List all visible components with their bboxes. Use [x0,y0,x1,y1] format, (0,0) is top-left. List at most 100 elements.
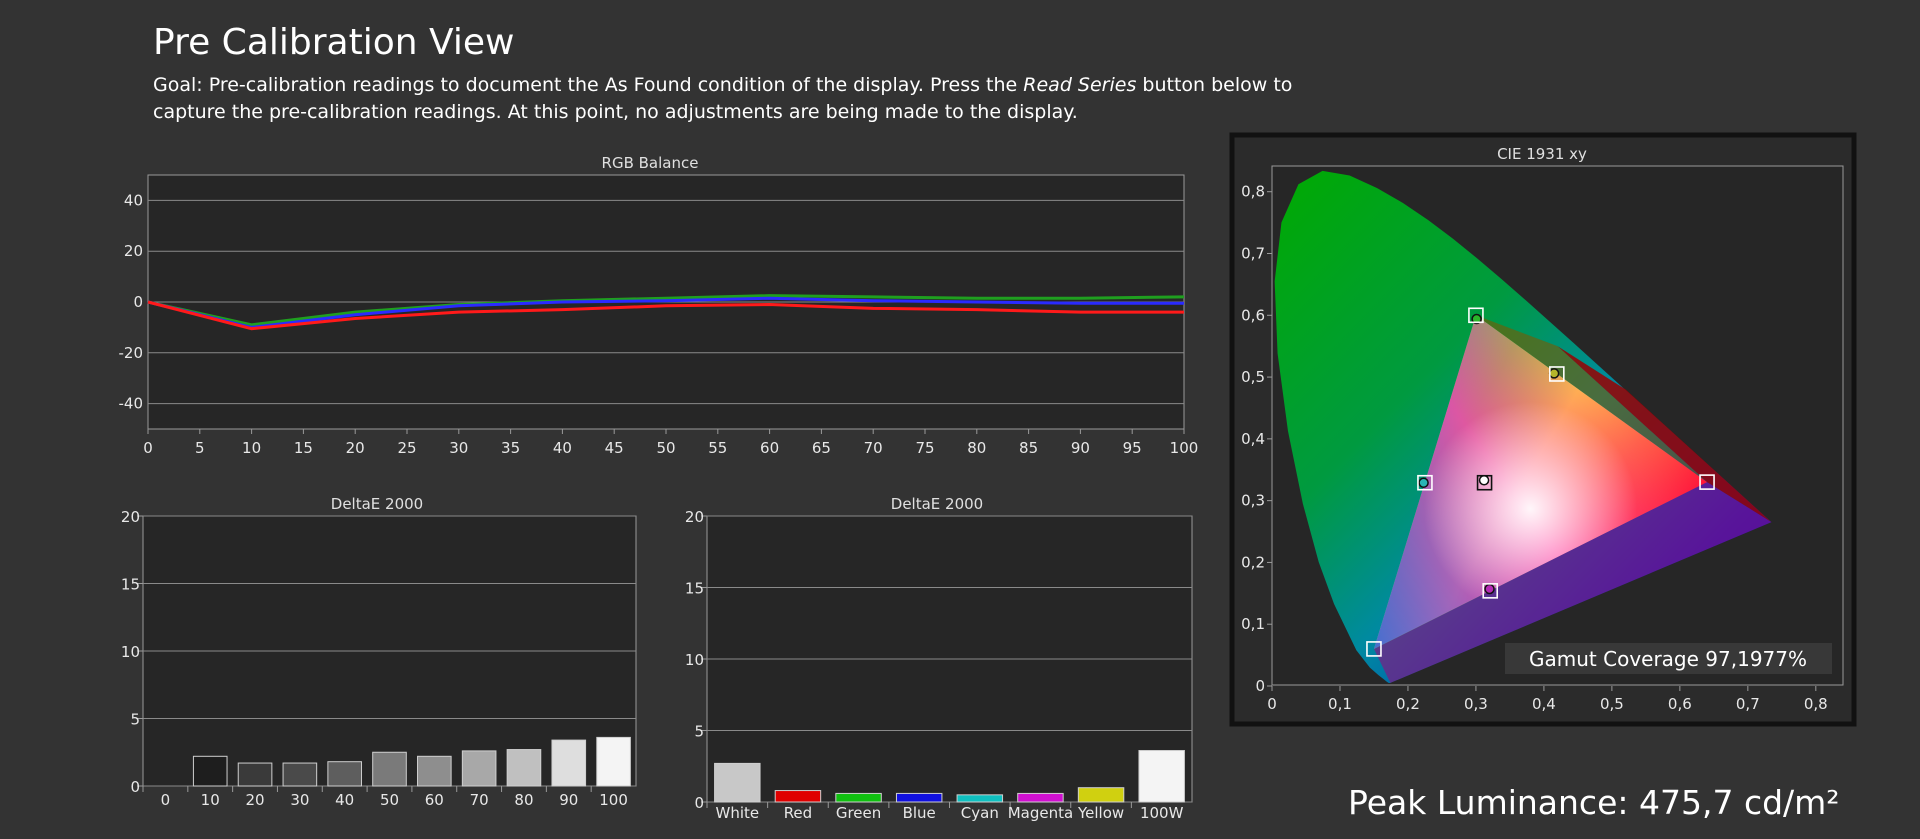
rgb-xtick-label: 70 [864,439,883,457]
cie-measured-point [1478,475,1490,486]
rgb-series-line [147,300,1184,331]
rgb-xtick-label: 25 [397,439,416,457]
rgb-xtick-label: 5 [195,439,205,457]
deltae-color-bar [1017,792,1064,803]
deltae-gray-xtick-label: 0 [161,791,171,809]
cie-xtick-label: 0,5 [1600,695,1624,713]
rgb-chart-title: RGB Balance [602,154,699,172]
cie-target-box [1417,474,1433,491]
deltae-color-ytick-label: 10 [685,651,704,669]
deltae-gray-bar [282,762,318,787]
deltae-color-bar [774,790,822,803]
cie-xtick-label: 0,3 [1464,695,1488,713]
deltae-color-ytick-label: 20 [685,508,704,526]
rgb-xtick-label: 65 [812,439,831,457]
deltae-gray-xtick-label: 80 [514,791,533,809]
deltae-colors-plot-area [706,515,1193,803]
rgb-xtick-label: 80 [967,439,986,457]
rgb-plot-area [147,174,1185,430]
rgb-xtick-label: 50 [656,439,675,457]
rgb-xtick-label: 10 [242,439,261,457]
deltae-gray-bar [506,749,542,787]
cie-ytick-label: 0,4 [1241,430,1265,448]
deltae-color-xtick-label: 100W [1140,804,1184,822]
rgb-ytick-label: -40 [119,395,144,413]
cie-xtick-label: 0,6 [1668,695,1692,713]
deltae-color-ytick-label: 5 [694,723,704,741]
cie-gamut-triangle-shade [1373,315,1708,649]
cie-plot-area [1271,165,1844,686]
deltae-color-xtick-label: Green [836,804,881,822]
gamut-coverage-box [1505,643,1832,674]
deltae-gray-bar [372,751,407,787]
deltae-color-xtick-label: White [716,804,760,822]
rgb-xtick-label: 55 [708,439,727,457]
deltae-color-bar [1077,787,1125,803]
cie-red-region [1557,346,1772,523]
deltae-gray-xtick-label: 40 [335,791,354,809]
cie-ytick-label: 0,1 [1241,615,1265,633]
deltae-color-bar [714,762,761,803]
rgb-xtick-label: 40 [553,439,572,457]
rgb-xtick-label: 90 [1071,439,1090,457]
goal-text-end: button below to capture the pre-calibrat… [153,74,1293,123]
deltae-gray-ytick-label: 15 [121,576,140,594]
rgb-ytick-label: 0 [133,293,143,311]
deltae-color-xtick-label: Red [784,804,813,822]
deltae-gray-bar [327,761,362,787]
cie-xtick-label: 0 [1267,695,1277,713]
cie-measured-point [1418,477,1429,488]
rgb-xtick-label: 95 [1123,439,1142,457]
deltae-gray-bar [596,736,631,787]
rgb-xtick-label: 85 [1019,439,1038,457]
rgb-xtick-label: 75 [915,439,934,457]
deltae-color-xtick-label: Yellow [1077,804,1124,822]
deltae-grayscale-title: DeltaE 2000 [331,495,423,513]
cie-target-box [1468,307,1484,324]
cie-ytick-label: 0 [1255,677,1265,695]
cie-panel-frame [1229,132,1857,727]
rgb-xtick-label: 20 [346,439,365,457]
cie-spectral-locus [1274,170,1772,684]
deltae-gray-xtick-label: 50 [380,791,399,809]
goal-text-start: Goal: Pre-calibration readings to docume… [153,74,1024,96]
deltae-gray-ytick-label: 0 [130,778,140,796]
rgb-xtick-label: 60 [760,439,779,457]
cie-xtick-label: 0,7 [1736,695,1760,713]
deltae-gray-bar [192,755,228,787]
goal-description: Goal: Pre-calibration readings to docume… [153,72,1293,126]
cie-ytick-label: 0,3 [1241,492,1265,510]
rgb-ytick-label: 20 [124,242,143,260]
goal-read-series-emphasis: Read Series [1023,74,1137,96]
rgb-xtick-label: 30 [449,439,468,457]
gamut-coverage-label: Gamut Coverage 97,1977% [1529,647,1807,671]
deltae-gray-xtick-label: 10 [201,791,220,809]
deltae-color-ytick-label: 0 [694,794,704,812]
deltae-gray-ytick-label: 10 [121,643,140,661]
cie-ytick-label: 0,2 [1241,553,1265,571]
deltae-gray-xtick-label: 70 [470,791,489,809]
rgb-xtick-label: 45 [605,439,624,457]
rgb-xtick-label: 15 [294,439,313,457]
peak-luminance-readout: Peak Luminance: 475,7 cd/m² [1348,783,1840,822]
deltae-gray-xtick-label: 100 [599,791,628,809]
cie-xtick-label: 0,2 [1396,695,1420,713]
cie-measured-point [1484,583,1495,595]
deltae-gray-bar [461,750,497,787]
cie-xtick-label: 0,8 [1804,695,1828,713]
deltae-gray-xtick-label: 90 [559,791,578,809]
deltae-color-ytick-label: 15 [685,580,704,598]
cie-measured-point [1471,313,1482,325]
cie-target-box [1549,366,1565,382]
rgb-xtick-label: 100 [1170,439,1199,457]
deltae-gray-xtick-label: 60 [425,791,444,809]
deltae-color-xtick-label: Magenta [1008,804,1073,822]
deltae-color-bar [956,794,1004,803]
cie-measured-point [1548,368,1560,379]
deltae-gray-ytick-label: 5 [130,711,140,729]
cie-ytick-label: 0,7 [1241,245,1265,263]
deltae-color-xtick-label: Cyan [961,804,999,822]
cie-ytick-label: 0,6 [1241,306,1265,324]
rgb-ytick-label: 40 [124,191,143,209]
cie-gamut-triangle-whitepoint [1373,315,1708,649]
